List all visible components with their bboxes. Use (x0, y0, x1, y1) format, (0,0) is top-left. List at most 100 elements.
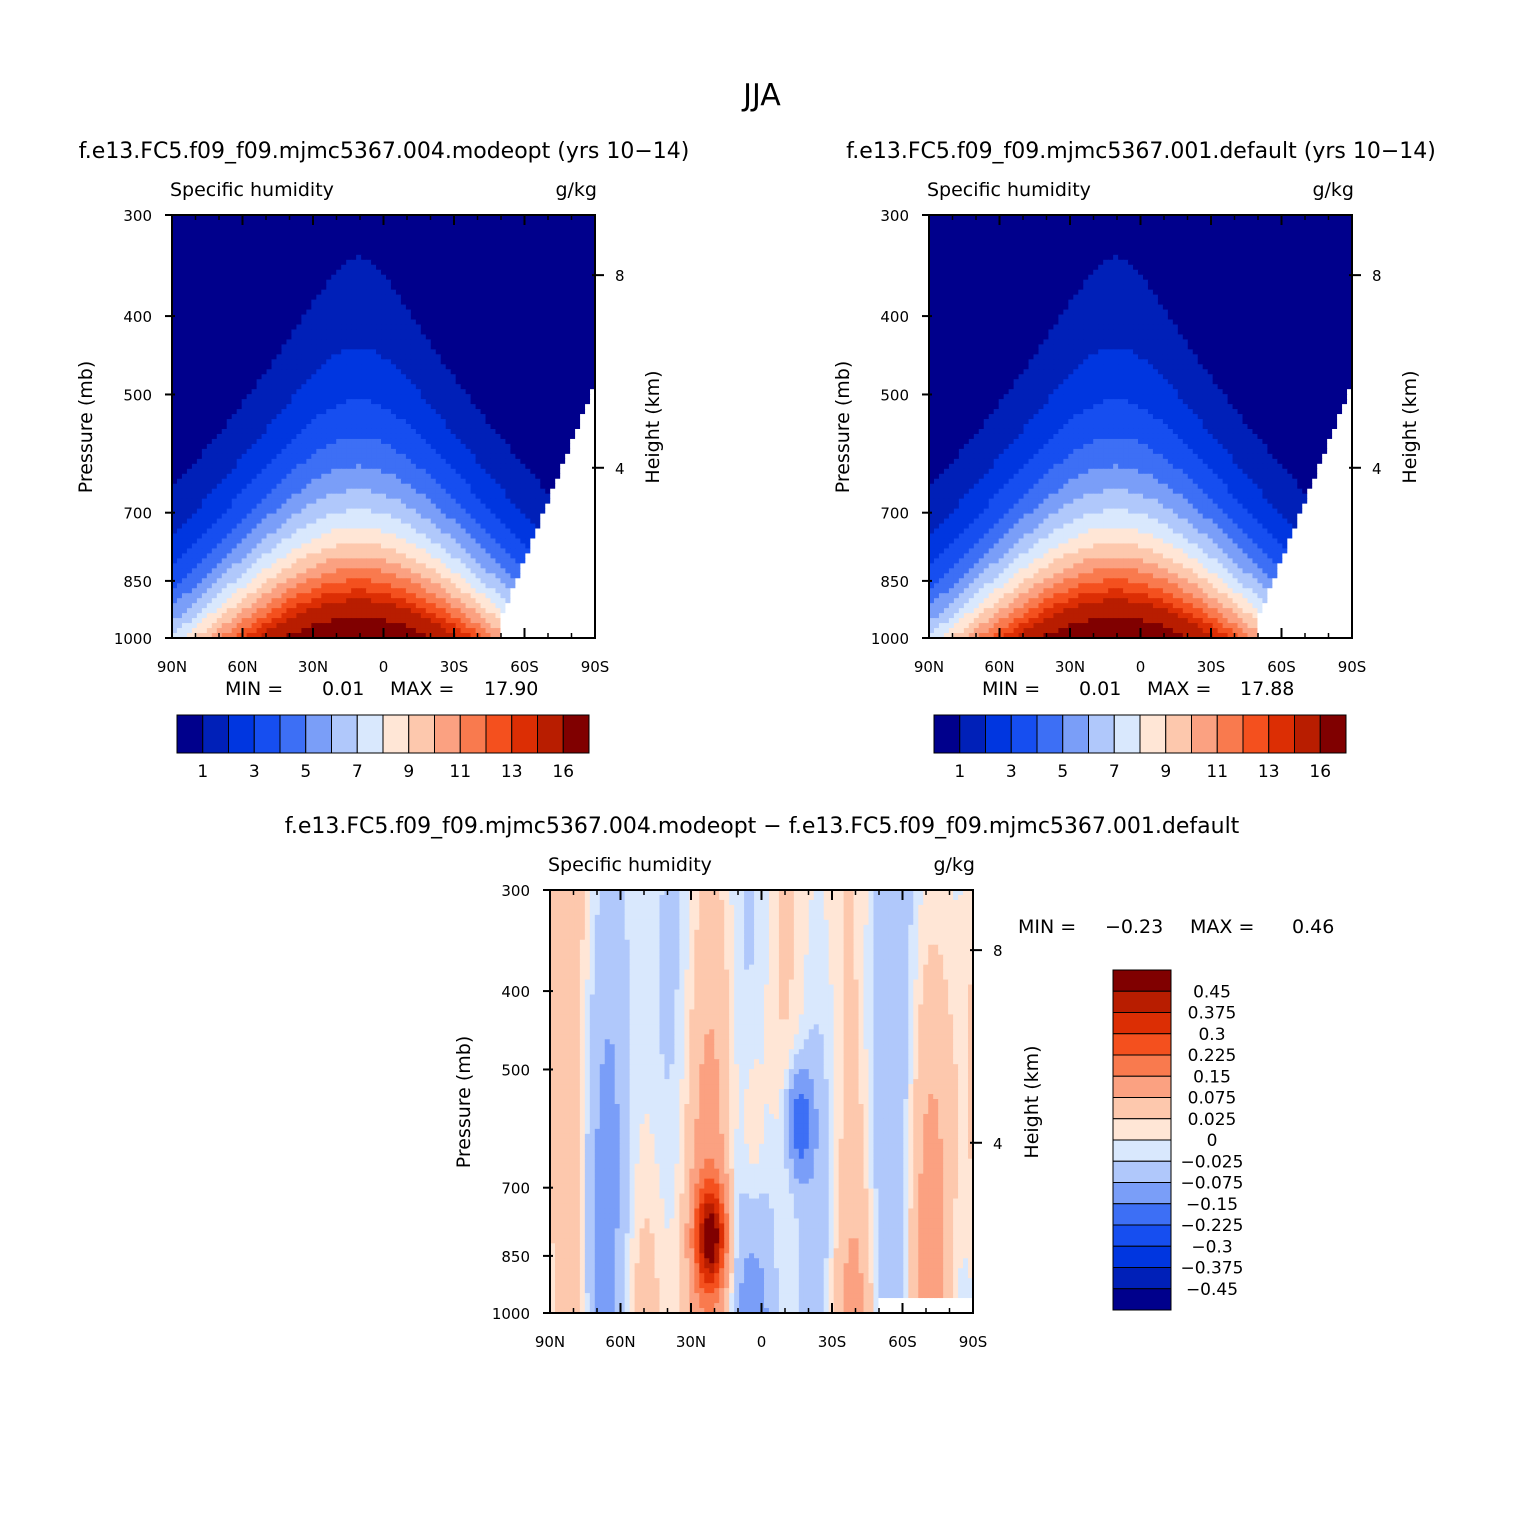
field-cell (486, 315, 492, 321)
field-cell (401, 260, 407, 266)
field-cell (416, 394, 422, 400)
field-cell (486, 295, 492, 301)
field-cell (326, 369, 332, 375)
field-cell (192, 334, 198, 340)
field-cell (296, 329, 302, 335)
field-cell (520, 315, 526, 321)
field-cell (495, 324, 501, 330)
field-cell (505, 359, 511, 365)
field-cell (525, 404, 531, 410)
field-cell (371, 270, 377, 276)
field-cell (187, 464, 193, 470)
field-cell (401, 414, 407, 420)
field-cell (207, 240, 213, 246)
field-cell (386, 469, 392, 475)
field-cell (197, 250, 203, 256)
field-cell (510, 409, 516, 415)
field-cell (336, 399, 342, 405)
field-cell (411, 504, 417, 510)
field-cell (217, 339, 223, 345)
field-cell (461, 424, 467, 430)
field-cell (192, 489, 198, 495)
field-cell (401, 339, 407, 345)
field-cell (461, 324, 467, 330)
field-cell (281, 225, 287, 231)
field-cell (441, 459, 447, 465)
field-cell (446, 439, 452, 445)
field-cell (351, 454, 357, 460)
field-cell (232, 220, 238, 226)
field-cell (197, 464, 203, 470)
field-cell (272, 374, 278, 380)
field-cell (505, 424, 511, 430)
field-cell (187, 409, 193, 415)
field-cell (192, 419, 198, 425)
field-cell (515, 230, 521, 236)
field-cell (277, 414, 283, 420)
field-cell (326, 484, 332, 490)
field-cell (232, 260, 238, 266)
field-cell (431, 374, 437, 380)
field-cell (272, 315, 278, 321)
field-cell (351, 449, 357, 455)
field-cell (575, 404, 581, 410)
field-cell (356, 429, 362, 435)
field-cell (281, 349, 287, 355)
field-cell (341, 359, 347, 365)
field-cell (436, 499, 442, 505)
field-cell (346, 310, 352, 316)
field-cell (391, 464, 397, 470)
field-cell (232, 349, 238, 355)
field-cell (466, 220, 472, 226)
field-cell (490, 344, 496, 350)
field-cell (286, 285, 292, 291)
field-cell (257, 334, 263, 340)
field-cell (351, 394, 357, 400)
field-cell (550, 449, 556, 455)
field-cell (237, 394, 243, 400)
field-cell (416, 419, 422, 425)
field-cell (565, 469, 571, 475)
field-cell (580, 280, 586, 286)
field-cell (585, 235, 591, 241)
field-cell (311, 379, 317, 385)
field-cell (441, 384, 447, 390)
field-cell (182, 250, 188, 256)
field-cell (416, 464, 422, 470)
field-cell (182, 354, 188, 360)
field-cell (565, 499, 571, 505)
field-cell (505, 235, 511, 241)
field-cell (401, 240, 407, 246)
field-cell (451, 414, 457, 420)
field-cell (396, 220, 402, 226)
field-cell (331, 260, 337, 266)
field-cell (386, 389, 392, 395)
field-cell (346, 265, 352, 271)
field-cell (500, 439, 506, 445)
field-cell (570, 245, 576, 251)
field-cell (321, 424, 327, 430)
field-cell (321, 414, 327, 420)
field-cell (570, 494, 576, 500)
field-cell (505, 364, 511, 370)
field-cell (520, 389, 526, 395)
field-cell (227, 469, 233, 475)
field-cell (341, 270, 347, 276)
field-cell (326, 394, 332, 400)
field-cell (316, 324, 322, 330)
field-cell (550, 300, 556, 306)
field-cell (580, 275, 586, 281)
field-cell (311, 429, 317, 435)
field-cell (336, 449, 342, 455)
field-cell (401, 364, 407, 370)
field-cell (277, 250, 283, 256)
field-cell (585, 295, 591, 301)
field-cell (510, 315, 516, 321)
field-cell (510, 414, 516, 420)
field-cell (490, 369, 496, 375)
field-cell (515, 270, 521, 276)
field-cell (341, 389, 347, 395)
field-cell (291, 310, 297, 316)
field-cell (247, 334, 253, 340)
field-cell (222, 504, 228, 510)
